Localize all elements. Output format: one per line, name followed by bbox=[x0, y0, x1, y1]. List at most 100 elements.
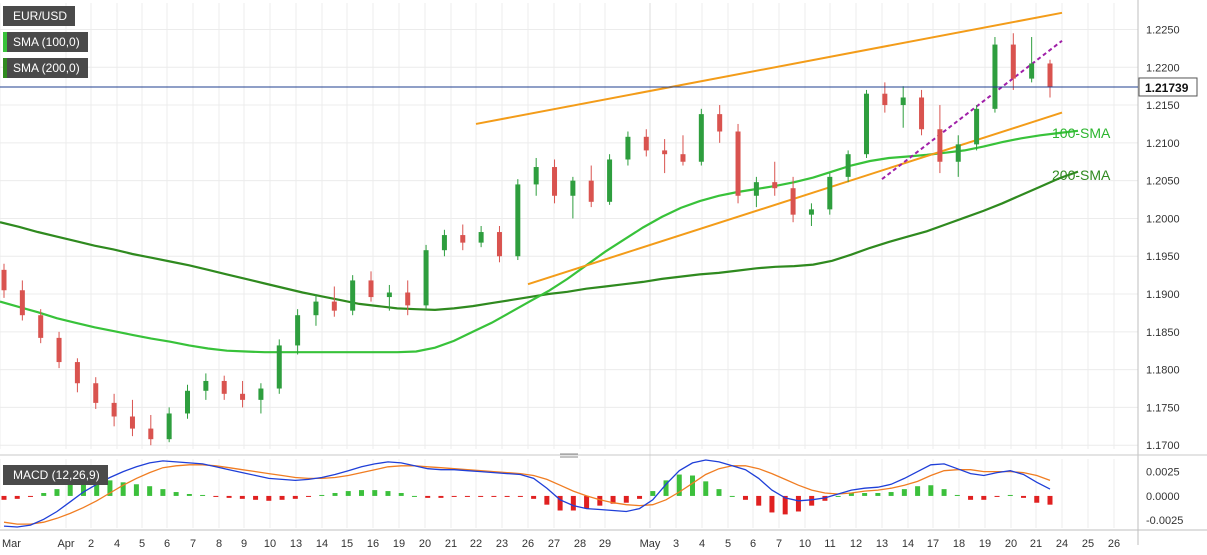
x-tick-label: 13 bbox=[876, 538, 888, 550]
price-tag-label: 1.21739 bbox=[1145, 81, 1189, 95]
x-tick-label: 12 bbox=[850, 538, 862, 550]
macd-histogram-bar bbox=[279, 495, 285, 500]
y-tick-label: 1.1800 bbox=[1146, 365, 1180, 377]
x-tick-label: 15 bbox=[341, 538, 353, 550]
macd-histogram-bar bbox=[941, 489, 947, 496]
candle-body bbox=[900, 97, 906, 106]
candle-body bbox=[863, 93, 869, 155]
macd-histogram-bar bbox=[464, 495, 470, 497]
macd-histogram-bar bbox=[425, 495, 431, 498]
x-tick-label: 25 bbox=[1082, 538, 1094, 550]
candle-body bbox=[588, 180, 594, 202]
macd-histogram-bar bbox=[544, 495, 550, 505]
y-tick-label: 1.2150 bbox=[1146, 100, 1180, 112]
macd-histogram-bar bbox=[968, 495, 974, 500]
x-tick-label: 21 bbox=[1030, 538, 1042, 550]
macd-histogram-bar bbox=[637, 495, 643, 499]
macd-histogram-bar bbox=[716, 489, 722, 496]
macd-tag-label: MACD (12,26,9) bbox=[13, 468, 100, 482]
candle-body bbox=[625, 136, 631, 160]
candle-body bbox=[662, 150, 668, 155]
sma100-tag[interactable]: SMA (100,0) bbox=[3, 32, 88, 52]
macd-histogram-bar bbox=[372, 490, 378, 496]
macd-histogram-bar bbox=[80, 480, 86, 496]
candle-body bbox=[643, 136, 649, 151]
pane-separator[interactable] bbox=[0, 453, 1207, 458]
macd-histogram-bar bbox=[742, 495, 748, 500]
macd-histogram-bar bbox=[160, 489, 166, 496]
x-tick-label: 19 bbox=[979, 538, 991, 550]
x-tick-label: 7 bbox=[776, 538, 782, 550]
x-tick-label: 11 bbox=[824, 538, 835, 550]
y-tick-label: 1.2050 bbox=[1146, 176, 1180, 188]
y-tick-label: 1.2200 bbox=[1146, 62, 1180, 74]
macd-signal-line bbox=[3, 464, 1051, 525]
candle-body bbox=[607, 159, 613, 202]
x-tick-label: Mar bbox=[2, 538, 21, 550]
candle-body bbox=[1010, 44, 1016, 79]
sma200-label: 200-SMA bbox=[1052, 167, 1111, 183]
sma100-swatch bbox=[3, 32, 7, 52]
sma100-line bbox=[0, 129, 1079, 354]
macd-histogram-bar bbox=[623, 495, 629, 503]
macd-histogram-bar bbox=[200, 494, 206, 496]
x-tick-label: 10 bbox=[799, 538, 811, 550]
x-tick-label: 3 bbox=[673, 538, 679, 550]
macd-histogram-bar bbox=[41, 493, 47, 496]
y-tick-label: 1.1700 bbox=[1146, 440, 1180, 452]
macd-histogram-bar bbox=[319, 494, 325, 496]
macd-histogram-bar bbox=[954, 494, 960, 496]
macd-tag[interactable]: MACD (12,26,9) bbox=[3, 465, 108, 485]
candle-body bbox=[1047, 63, 1053, 87]
time-axis: Mar Apr 2 4 5 6 7 8 9 10 13 14 15 16 19 20 21 22 23 26 27 28 2… bbox=[2, 538, 1120, 550]
macd-histogram-bar bbox=[597, 495, 603, 506]
candle-body bbox=[680, 154, 686, 162]
x-tick-label: 24 bbox=[1056, 538, 1068, 550]
candle-body bbox=[129, 416, 135, 429]
macd-histogram-bar bbox=[27, 495, 33, 497]
macd-histogram-bar bbox=[875, 493, 881, 496]
x-tick-label: 6 bbox=[750, 538, 756, 550]
candle-body bbox=[698, 114, 704, 162]
macd-histogram-bar bbox=[650, 491, 656, 496]
macd-y-tick-label: 0.0000 bbox=[1146, 491, 1180, 503]
sma100-label: 100-SMA bbox=[1052, 125, 1111, 141]
symbol-swatch bbox=[3, 6, 7, 26]
candle-body bbox=[93, 383, 99, 403]
candle-body bbox=[386, 292, 392, 298]
x-tick-label: 4 bbox=[699, 538, 705, 550]
macd-histogram-bar bbox=[901, 489, 907, 496]
symbol-tag[interactable]: EUR/USD bbox=[3, 6, 76, 26]
x-tick-label: 9 bbox=[241, 538, 247, 550]
macd-histogram-bar bbox=[1007, 494, 1013, 496]
x-tick-label: 28 bbox=[574, 538, 586, 550]
x-tick-label: 5 bbox=[139, 538, 145, 550]
candle-body bbox=[1029, 63, 1035, 79]
macd-histogram-bar bbox=[703, 481, 709, 496]
x-tick-label: 13 bbox=[290, 538, 302, 550]
candle-body bbox=[240, 393, 246, 400]
candle-body bbox=[974, 108, 980, 145]
candle-body bbox=[717, 114, 723, 132]
macd-histogram-bar bbox=[133, 484, 139, 496]
macd-histogram-bar bbox=[332, 493, 338, 496]
macd-histogram-bar bbox=[504, 495, 510, 497]
candle-body bbox=[515, 184, 521, 257]
x-tick-label: 10 bbox=[264, 538, 276, 550]
x-tick-label: 22 bbox=[470, 538, 482, 550]
x-tick-label: 14 bbox=[316, 538, 328, 550]
candle-body bbox=[441, 235, 447, 251]
x-tick-label: 17 bbox=[927, 538, 939, 550]
sma200-tag[interactable]: SMA (200,0) bbox=[3, 58, 88, 78]
dashed-trendline bbox=[881, 40, 1063, 180]
macd-histogram-bar bbox=[67, 484, 73, 496]
price-axis: 1.2250 1.2200 1.2150 1.2100 1.2050 1.2000 1.19… bbox=[1146, 24, 1180, 452]
macd-histogram-bar bbox=[1034, 495, 1040, 503]
y-tick-label: 1.2000 bbox=[1146, 213, 1180, 225]
x-tick-label: 2 bbox=[88, 538, 94, 550]
macd-y-tick-label: 0.0025 bbox=[1146, 467, 1180, 479]
candle-body bbox=[992, 44, 998, 109]
candle-body bbox=[1, 269, 7, 291]
macd-histogram-bar bbox=[438, 495, 444, 498]
candle-body bbox=[845, 154, 851, 177]
